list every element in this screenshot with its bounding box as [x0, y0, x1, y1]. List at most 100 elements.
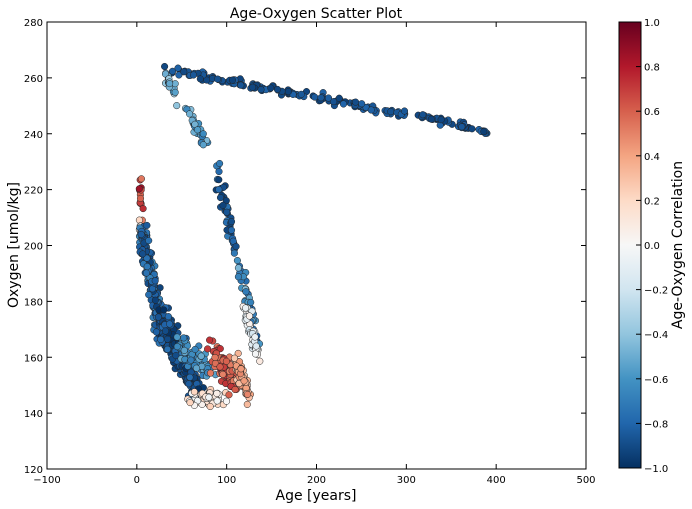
scatter-point: [252, 342, 260, 350]
y-tick-label: 240: [24, 130, 43, 141]
scatter-point: [219, 201, 227, 209]
scatter-point: [233, 256, 241, 265]
scatter-point: [204, 345, 212, 353]
scatter-point: [151, 277, 159, 285]
x-tick-label: −100: [33, 475, 60, 486]
scatter-point: [135, 185, 143, 193]
scatter-point: [143, 254, 151, 262]
scatter-point: [458, 123, 466, 131]
scatter-point: [251, 350, 260, 358]
scatter-point: [139, 250, 147, 258]
y-tick-label: 160: [24, 353, 43, 364]
colorbar-tick-label: −0.2: [644, 286, 668, 297]
scatter-point: [174, 64, 182, 72]
scatter-point: [139, 205, 147, 213]
scatter-point: [173, 333, 181, 341]
scatter-point: [168, 67, 177, 75]
x-tick-label: 300: [397, 475, 416, 486]
scatter-point: [194, 126, 202, 134]
scatter-point: [228, 76, 237, 84]
scatter-point: [199, 141, 207, 149]
scatter-point: [199, 130, 207, 138]
scatter-point: [219, 370, 227, 378]
scatter-point: [180, 334, 188, 342]
scatter-point: [137, 175, 145, 183]
scatter-point: [223, 208, 231, 216]
y-tick-label: 220: [24, 186, 43, 197]
scatter-point: [216, 345, 224, 353]
scatter-point: [166, 320, 174, 328]
scatter-point: [242, 288, 250, 296]
scatter-point: [358, 100, 366, 108]
scatter-point: [222, 357, 230, 365]
scatter-point: [214, 75, 222, 83]
scatter-point: [240, 377, 248, 385]
scatter-point: [154, 313, 162, 321]
scatter-point: [234, 349, 242, 357]
scatter-point: [230, 249, 238, 257]
scatter-point: [160, 306, 168, 314]
scatter-point: [164, 335, 172, 343]
scatter-point: [230, 354, 239, 362]
scatter-point: [339, 100, 348, 108]
scatter-point: [173, 343, 181, 351]
scatter-point: [215, 168, 223, 176]
scatter-point: [164, 313, 172, 321]
scatter-point: [227, 226, 236, 234]
y-tick-label: 200: [24, 242, 43, 253]
colorbar-tick-label: 0.8: [644, 63, 660, 74]
x-tick-label: 0: [134, 475, 140, 486]
scatter-point: [237, 81, 245, 89]
scatter-point: [161, 62, 169, 71]
scatter-point: [186, 399, 194, 407]
scatter-point: [145, 291, 153, 299]
colorbar-tick-label: 1.0: [644, 18, 660, 29]
scatter-point: [143, 221, 151, 229]
colorbar-tick-label: −1.0: [644, 464, 668, 475]
scatter-point: [324, 94, 333, 102]
scatter-point: [243, 400, 251, 408]
scatter-point: [213, 389, 221, 398]
scatter-point: [173, 102, 181, 110]
scatter-point: [171, 88, 179, 96]
scatter-point: [234, 273, 242, 281]
scatter-point: [243, 390, 252, 398]
y-axis-ticks: 120 140 160 180 200 220 240 260 280: [24, 18, 586, 476]
x-tick-label: 200: [307, 475, 326, 486]
scatter-point: [180, 346, 188, 354]
colorbar-tick-label: 0.4: [644, 152, 660, 163]
scatter-point: [367, 106, 375, 114]
y-tick-label: 120: [24, 465, 43, 476]
scatter-point: [206, 402, 214, 411]
colorbar-tick-label: 0.0: [644, 241, 660, 252]
scatter-point: [215, 176, 223, 184]
scatter-point: [297, 90, 305, 98]
scatter-point: [135, 216, 143, 224]
scatter-point: [249, 83, 257, 91]
scatter-point: [311, 93, 319, 101]
colorbar-tick-label: −0.8: [644, 419, 668, 430]
scatter-point: [192, 364, 201, 372]
scatter-point: [152, 328, 160, 336]
scatter-point: [242, 304, 250, 312]
scatter-point: [211, 353, 219, 362]
scatter-point: [427, 115, 435, 123]
scatter-point: [136, 194, 145, 202]
x-axis-ticks: −100 0 100 200 300 400 500: [33, 22, 596, 486]
colorbar-tick-label: −0.4: [644, 330, 668, 341]
scatter-point: [387, 108, 395, 116]
scatter-point: [163, 345, 172, 353]
scatter-point: [213, 397, 221, 405]
scatter-point: [234, 264, 242, 272]
scatter-point: [284, 88, 292, 96]
scatter-point: [437, 116, 445, 124]
scatter-point: [330, 98, 338, 106]
scatter-points: [135, 62, 491, 411]
y-axis-label: Oxygen [umol/kg]: [6, 182, 22, 308]
plot-area: [47, 22, 586, 469]
scatter-point: [247, 298, 255, 306]
x-axis-label: Age [years]: [276, 488, 357, 504]
scatter-point: [137, 230, 145, 238]
scatter-point: [256, 357, 264, 365]
